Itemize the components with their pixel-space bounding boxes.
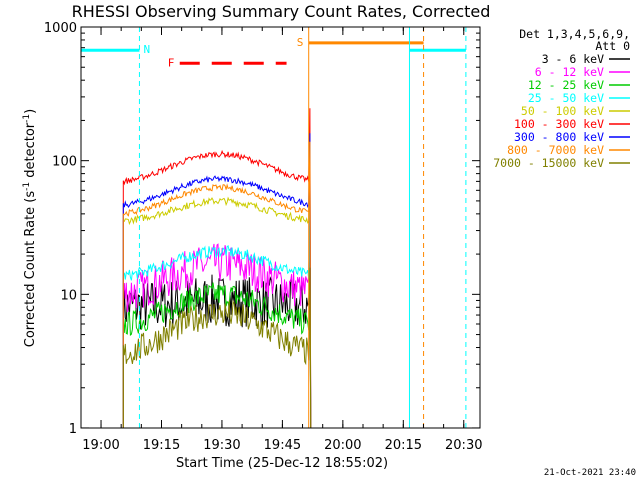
y-tick-label-2: 100 xyxy=(52,155,77,170)
night-flag-label-0: N xyxy=(143,43,150,56)
x-tick-label-6: 20:30 xyxy=(445,438,482,453)
y-tick-label-0: 1 xyxy=(69,422,77,437)
series-6 xyxy=(122,133,312,428)
x-tick-label-2: 19:30 xyxy=(203,438,240,453)
timestamp: 21-Oct-2021 23:40 xyxy=(544,468,636,478)
x-tick-label-1: 19:15 xyxy=(143,438,180,453)
legend-label-3: 25 - 50 keV xyxy=(528,91,604,105)
legend-label-5: 100 - 300 keV xyxy=(514,117,604,131)
series-2 xyxy=(122,248,312,428)
series-1 xyxy=(122,217,312,428)
series-3 xyxy=(122,205,312,428)
y-tick-label-3: 1000 xyxy=(44,21,77,36)
series-4 xyxy=(122,155,312,428)
legend-label-8: 7000 - 15000 keV xyxy=(493,156,604,170)
legend-header-0: Det 1,3,4,5,6,9, xyxy=(519,27,630,41)
axis-layer: 1 10 100 1000 19:00 19:15 19:30 19:45 20:00 20:15… xyxy=(44,21,483,453)
x-tick-label-4: 20:00 xyxy=(324,438,361,453)
plot-frame xyxy=(80,26,481,429)
y-axis-label: Corrected Count Rate (s-1 detector-1) xyxy=(22,109,38,347)
legend-label-1: 6 - 12 keV xyxy=(535,65,604,79)
legend-label-7: 800 - 7000 keV xyxy=(507,143,604,157)
series-7 xyxy=(122,141,312,428)
legend-label-4: 50 - 100 keV xyxy=(521,104,604,118)
x-tick-label-3: 19:45 xyxy=(264,438,301,453)
series-5 xyxy=(122,108,312,428)
legend-label-0: 3 - 6 keV xyxy=(542,52,604,66)
legend-header-1: Att 0 xyxy=(595,39,630,53)
series-layer xyxy=(122,108,312,428)
y-tick-label-1: 10 xyxy=(60,288,77,303)
legend-label-2: 12 - 25 keV xyxy=(528,78,604,92)
legend-label-6: 300 - 800 keV xyxy=(514,130,604,144)
x-tick-label-0: 19:00 xyxy=(82,438,119,453)
x-axis-label: Start Time (25-Dec-12 18:55:02) xyxy=(176,456,388,471)
chart-title: RHESSI Observing Summary Count Rates, Co… xyxy=(72,2,491,21)
x-tick-label-5: 20:15 xyxy=(385,438,422,453)
flag-layer: N F S xyxy=(81,27,467,428)
series-8 xyxy=(122,267,312,428)
flag-label-0: F xyxy=(168,56,175,69)
flag-label-1: S xyxy=(297,36,304,49)
